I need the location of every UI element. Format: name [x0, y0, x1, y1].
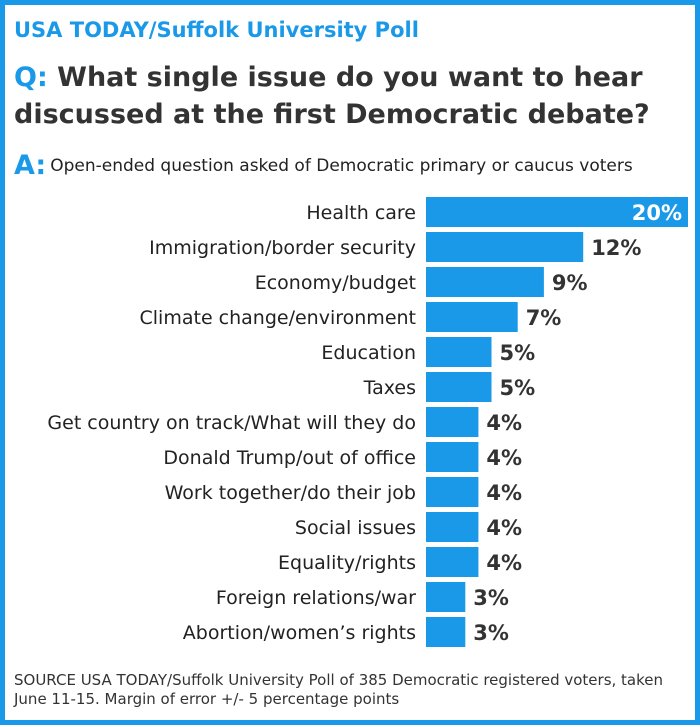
- value-label: 9%: [552, 271, 588, 295]
- bar: [426, 372, 492, 402]
- bar: [426, 582, 466, 612]
- category-label: Get country on track/What will they do: [47, 412, 416, 434]
- question-heading: Q: What single issue do you want to hear…: [14, 59, 684, 133]
- category-label: Work together/do their job: [165, 482, 416, 504]
- category-label: Donald Trump/out of office: [163, 447, 416, 469]
- bar: [426, 232, 584, 262]
- category-label: Equality/rights: [278, 552, 416, 574]
- bar: [426, 617, 466, 647]
- source-footnote: SOURCE USA TODAY/Suffolk University Poll…: [14, 671, 664, 708]
- value-label: 3%: [473, 621, 509, 645]
- value-label: 12%: [591, 236, 641, 260]
- category-label: Education: [321, 342, 416, 364]
- bar: [426, 197, 688, 227]
- value-label: 4%: [486, 411, 522, 435]
- bar: [426, 442, 479, 472]
- category-label: Immigration/border security: [149, 237, 416, 259]
- value-label: 5%: [500, 376, 536, 400]
- bar: [426, 302, 518, 332]
- bar: [426, 267, 544, 297]
- bar: [426, 547, 479, 577]
- question-text: What single issue do you want to hear di…: [14, 62, 650, 130]
- answer-text: Open-ended question asked of Democratic …: [50, 156, 633, 176]
- value-label: 7%: [526, 306, 562, 330]
- category-label: Abortion/women’s rights: [183, 622, 416, 644]
- value-label: 4%: [486, 481, 522, 505]
- category-label: Climate change/environment: [140, 307, 416, 329]
- value-label: 4%: [486, 516, 522, 540]
- source-title: USA TODAY/Suffolk University Poll: [14, 18, 419, 42]
- value-label: 4%: [486, 551, 522, 575]
- category-label: Health care: [306, 202, 416, 224]
- value-label: 5%: [500, 341, 536, 365]
- category-label: Foreign relations/war: [216, 587, 416, 609]
- bar: [426, 407, 479, 437]
- question-prefix: Q:: [14, 62, 48, 93]
- category-label: Economy/budget: [255, 272, 416, 294]
- value-label: 4%: [486, 446, 522, 470]
- bar: [426, 477, 479, 507]
- value-label: 20%: [632, 201, 682, 225]
- bar: [426, 512, 479, 542]
- category-label: Taxes: [363, 377, 416, 399]
- answer-prefix: A:: [14, 150, 47, 181]
- answer-subheading: A: Open-ended question asked of Democrati…: [14, 150, 633, 181]
- category-label: Social issues: [295, 517, 416, 539]
- value-label: 3%: [473, 586, 509, 610]
- bar: [426, 337, 492, 367]
